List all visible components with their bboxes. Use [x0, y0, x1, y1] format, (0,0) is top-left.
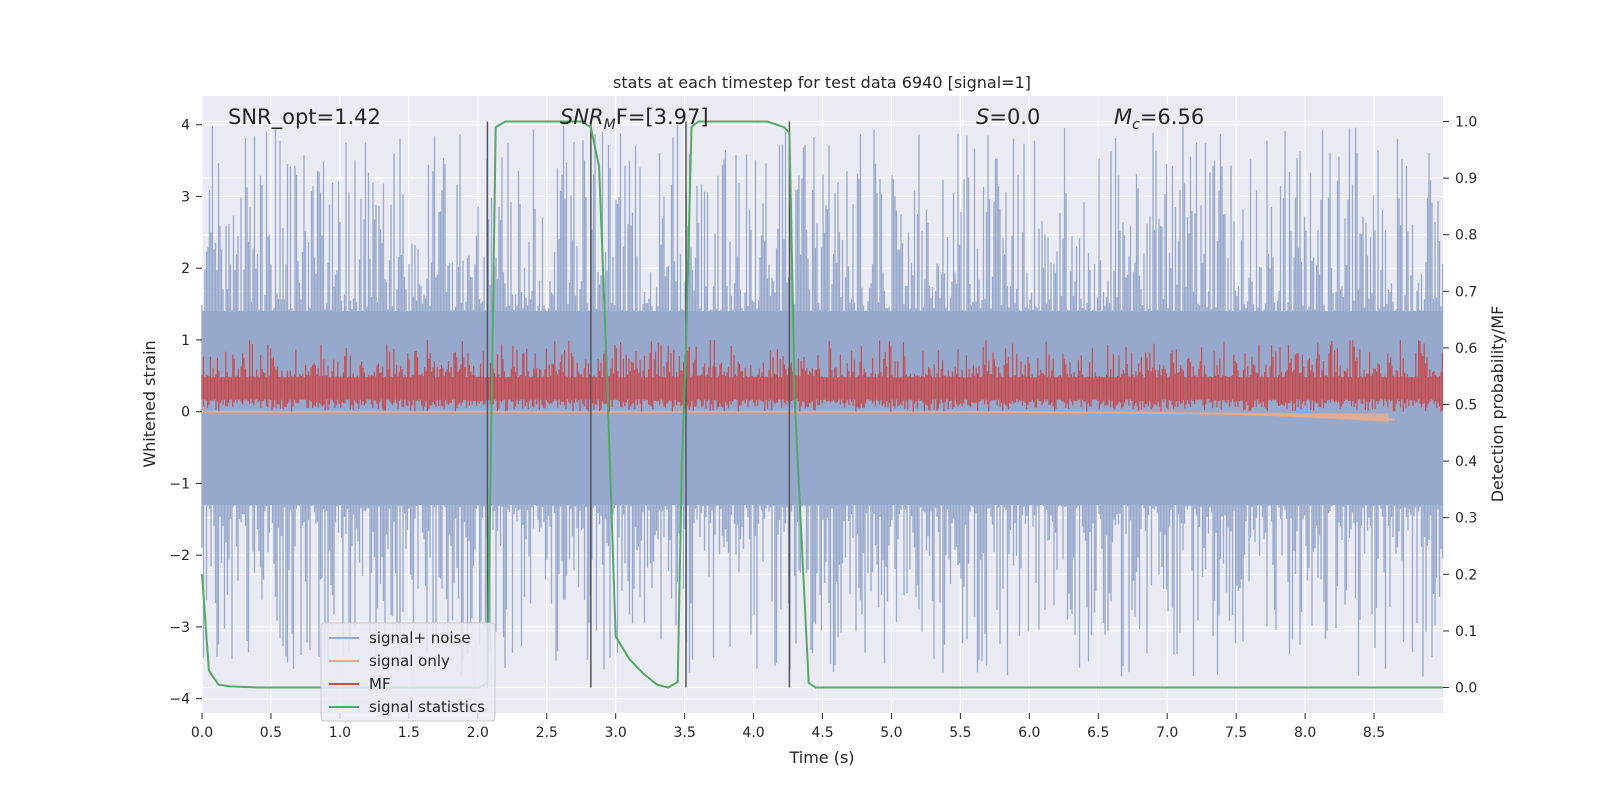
- annotation-snr-mf-value: F=[3.97]: [616, 105, 709, 129]
- mf-trace: [201, 340, 1443, 412]
- annotation-snr-mf: SNRMF=[3.97]: [560, 105, 709, 133]
- y-right-tick-label: 0.4: [1455, 454, 1477, 470]
- x-tick-label: 8.0: [1294, 725, 1316, 741]
- signal-only-series: [202, 410, 1395, 423]
- annotation-mc-subscript: c: [1132, 117, 1140, 133]
- x-tick-label: 0.0: [191, 725, 213, 741]
- vertical-markers: [486, 121, 791, 688]
- y-right-tick-label: 0.1: [1455, 624, 1477, 640]
- x-axis-label: Time (s): [788, 748, 854, 767]
- x-tick-label: 4.0: [742, 725, 764, 741]
- legend: signal+ noise signal only MF signal stat…: [320, 622, 496, 722]
- x-tick-label: 0.5: [260, 725, 282, 741]
- y-tick-label: −2: [169, 548, 190, 564]
- y-right-tick-label: 1.0: [1455, 114, 1477, 130]
- y-right-tick-label: 0.5: [1455, 398, 1477, 414]
- x-tick-label: 5.0: [880, 725, 902, 741]
- y-right-tick-label: 0.6: [1455, 341, 1477, 357]
- y-axis-label-right: Detection probability/MF: [1488, 306, 1507, 503]
- annotation-snr-opt: SNR_opt=1.42: [228, 105, 381, 130]
- mf-series: [201, 340, 1443, 412]
- annotation-snr-mf-subscript: M: [604, 117, 616, 133]
- y-tick-label: −1: [169, 476, 190, 492]
- legend-label-signal-noise: signal+ noise: [369, 629, 471, 647]
- x-tick-label: 1.5: [398, 725, 420, 741]
- x-tick-label: 2.5: [536, 725, 558, 741]
- y-right-tick-label: 0.2: [1455, 567, 1477, 583]
- y-tick-label: 1: [181, 333, 190, 349]
- chart-title: stats at each timestep for test data 694…: [613, 73, 1031, 92]
- y-tick-label: −3: [169, 620, 190, 636]
- y-axis-label: Whitened strain: [140, 340, 159, 467]
- y-tick-label: 2: [181, 261, 190, 277]
- y-tick-label: 3: [181, 189, 190, 205]
- annotation-s-value: =0.0: [989, 105, 1040, 129]
- y-right-tick-label: 0.0: [1455, 681, 1477, 697]
- x-tick-label: 8.5: [1363, 725, 1385, 741]
- y-right-tick-label: 0.3: [1455, 511, 1477, 527]
- x-tick-label: 1.0: [329, 725, 351, 741]
- annotation-mc-value: =6.56: [1140, 105, 1204, 129]
- x-tick-label: 7.5: [1225, 725, 1247, 741]
- x-tick-label: 6.5: [1087, 725, 1109, 741]
- annotation-snr-mf-symbol: SNR: [560, 105, 604, 129]
- x-axis: 0.0 0.5 1.0 1.5 2.0 2.5 3.0 3.5 4.0 4.5 5.0 5.5 6.0 6…: [191, 713, 1385, 741]
- signal-only-chirp: [1029, 412, 1389, 423]
- x-tick-label: 3.0: [605, 725, 627, 741]
- y-right-tick-label: 0.7: [1455, 284, 1477, 300]
- annotation-mc-symbol: M: [1114, 105, 1132, 129]
- y-axis-left: 4 3 2 1 0 −1 −2 −3 −4: [169, 118, 202, 708]
- annotation-s: S=0.0: [976, 105, 1040, 129]
- x-tick-label: 4.5: [811, 725, 833, 741]
- x-tick-label: 7.0: [1156, 725, 1178, 741]
- y-tick-label: −4: [169, 692, 190, 708]
- y-tick-label: 0: [181, 405, 190, 421]
- y-right-tick-label: 0.9: [1455, 171, 1477, 187]
- legend-box: [320, 622, 496, 722]
- x-tick-label: 6.0: [1018, 725, 1040, 741]
- legend-label-mf: MF: [369, 675, 391, 693]
- x-tick-label: 2.0: [467, 725, 489, 741]
- legend-label-signal-statistics: signal statistics: [369, 698, 485, 716]
- y-axis-right: 1.0 0.9 0.8 0.7 0.6 0.5 0.4 0.3 0.2 0.1 0.0: [1443, 114, 1477, 697]
- x-tick-label: 3.5: [673, 725, 695, 741]
- annotation-s-symbol: S: [976, 105, 989, 129]
- legend-label-signal-only: signal only: [369, 652, 450, 670]
- annotation-mc: Mc=6.56: [1114, 105, 1204, 133]
- y-tick-label: 4: [181, 118, 190, 134]
- x-tick-label: 5.5: [949, 725, 971, 741]
- y-right-tick-label: 0.8: [1455, 228, 1477, 244]
